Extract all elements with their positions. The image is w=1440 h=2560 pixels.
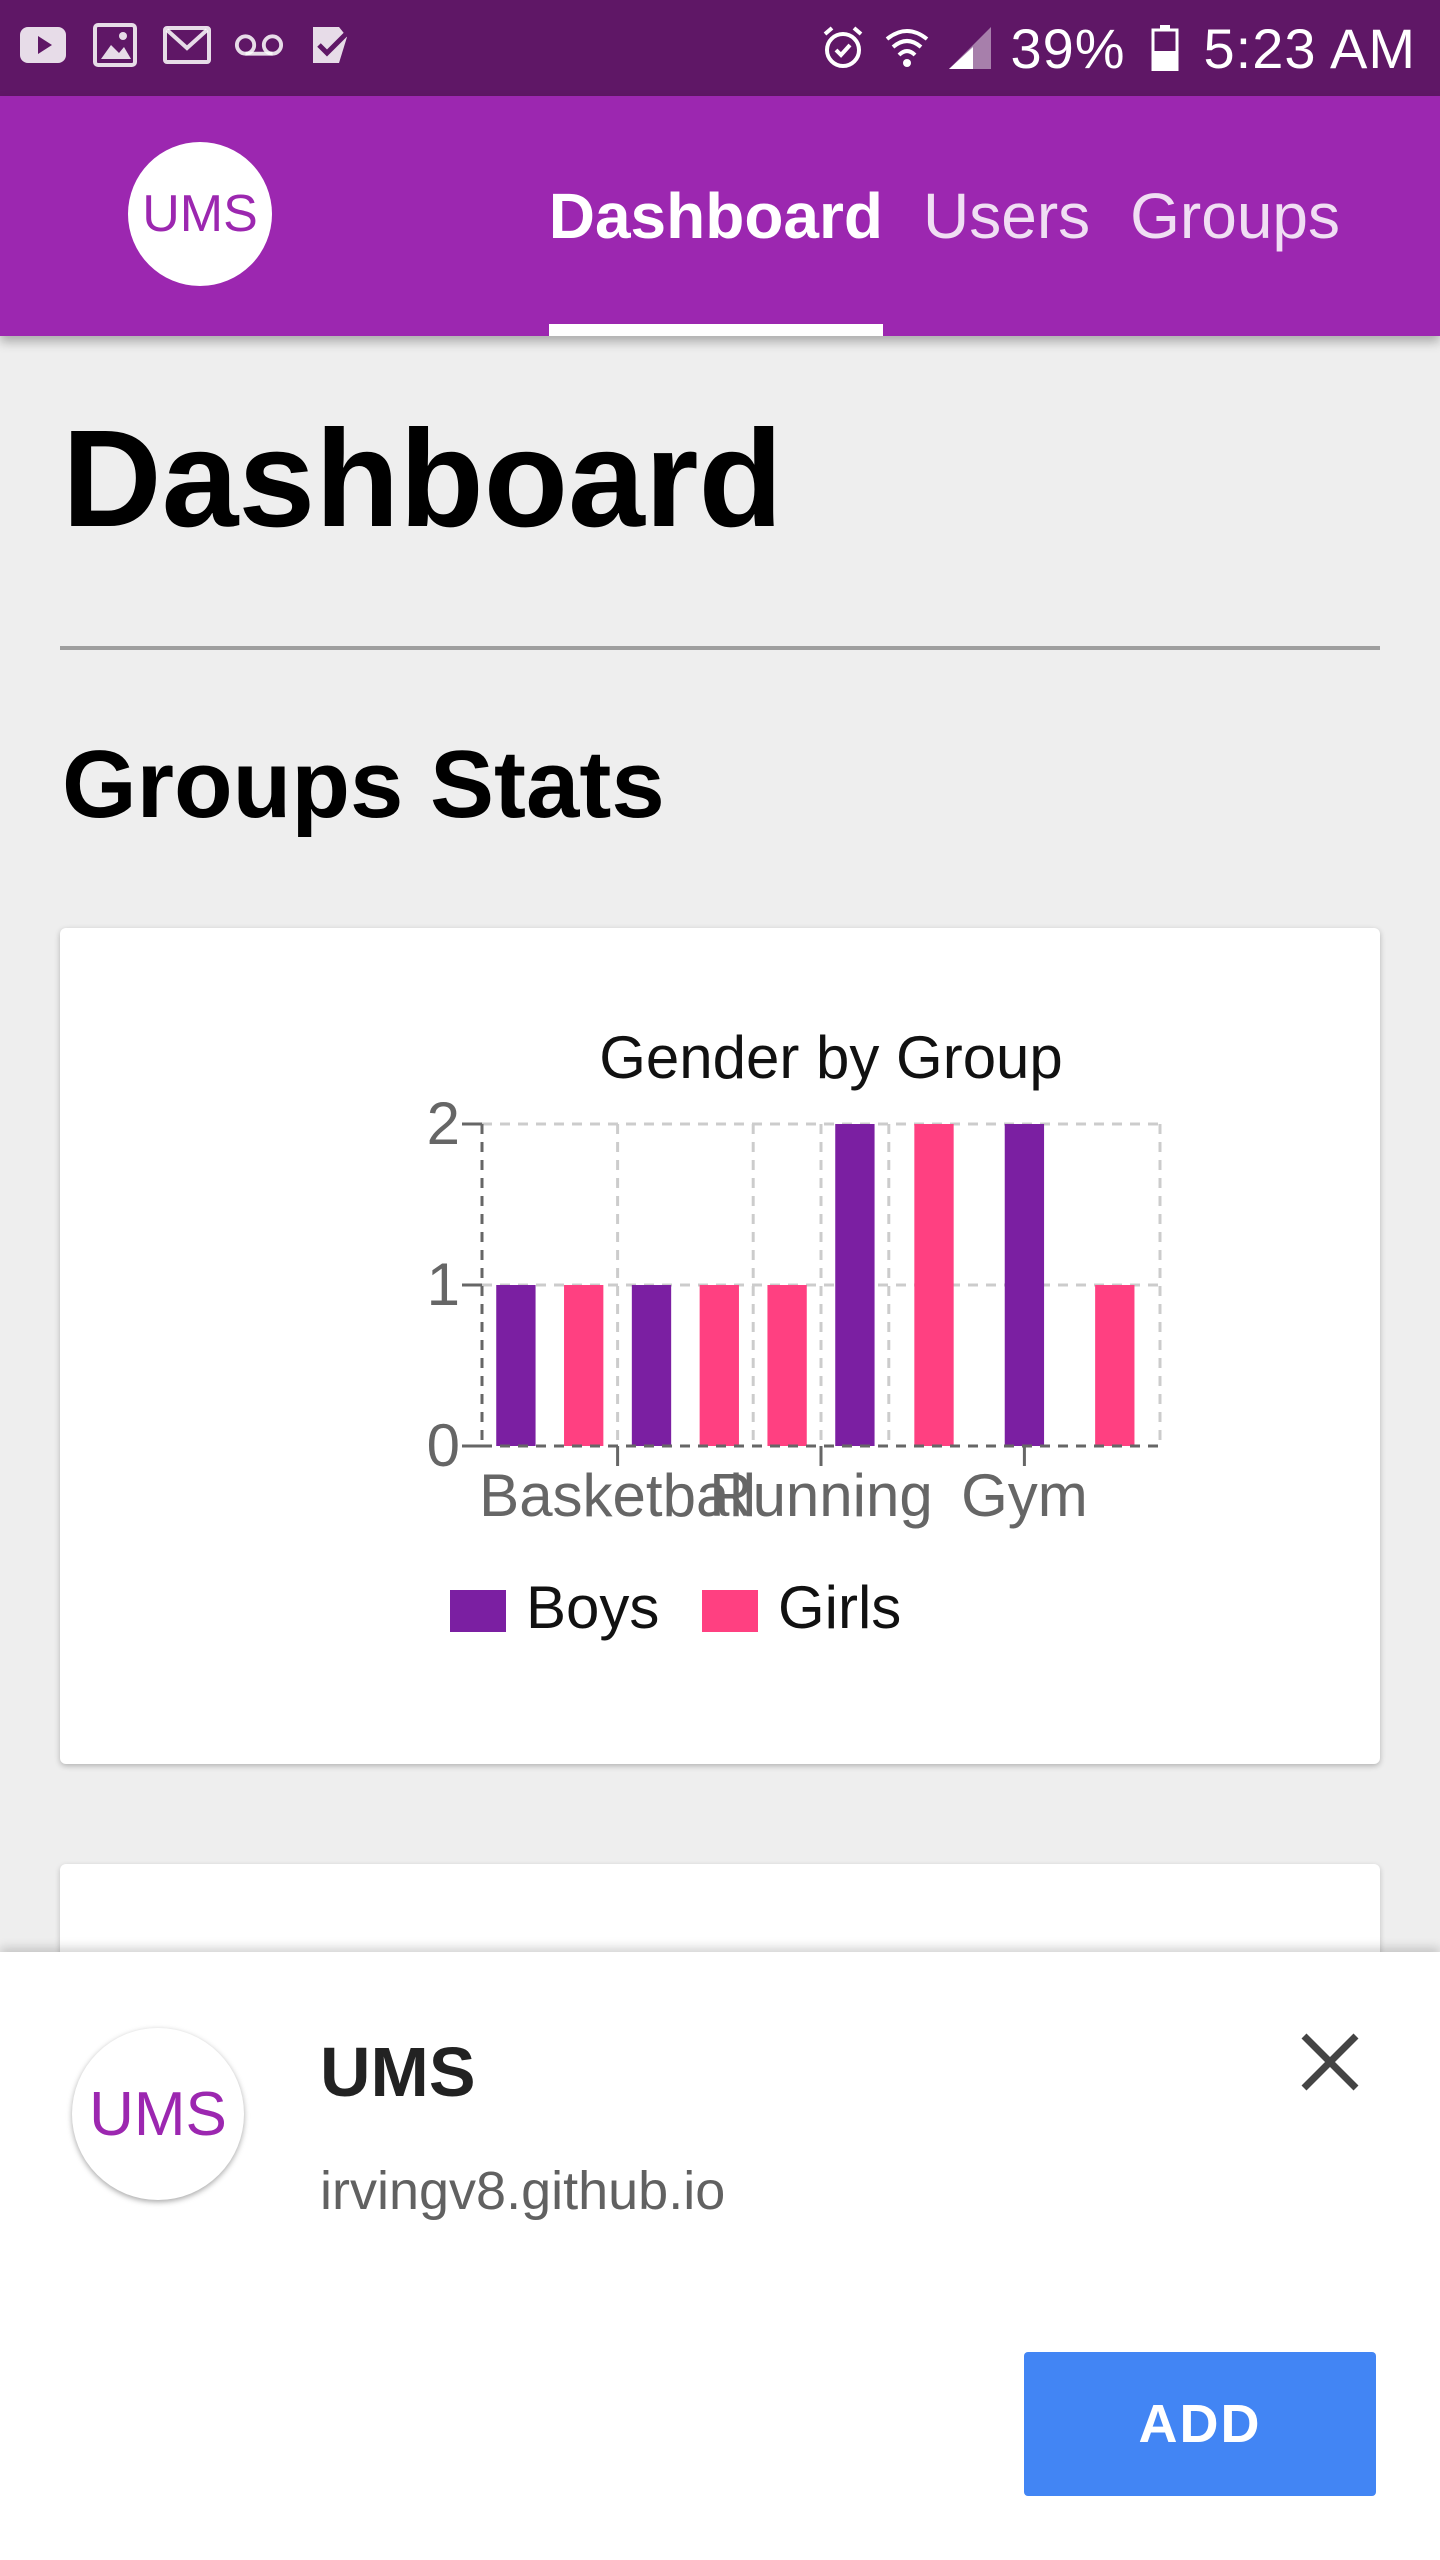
nav-tabs: Dashboard Users Groups bbox=[529, 96, 1360, 336]
notification-icons bbox=[18, 20, 356, 70]
app-bar: UMS Dashboard Users Groups bbox=[0, 96, 1440, 336]
system-status: 39% 5:23 AM bbox=[818, 0, 1416, 96]
bar-boys bbox=[835, 1124, 875, 1446]
status-bar: 39% 5:23 AM bbox=[0, 0, 1440, 96]
bar-girls bbox=[1095, 1285, 1135, 1446]
logo-text: UMS bbox=[142, 185, 258, 243]
x-tick-label: Gym bbox=[961, 1462, 1088, 1529]
close-icon[interactable] bbox=[1290, 2022, 1370, 2102]
alarm-icon bbox=[818, 23, 868, 73]
add-button[interactable]: ADD bbox=[1024, 2352, 1376, 2496]
gmail-icon bbox=[162, 20, 212, 70]
battery-percent: 39% bbox=[1010, 16, 1126, 80]
bar-girls bbox=[914, 1124, 954, 1446]
chart-title: Gender by Group bbox=[599, 1024, 1063, 1091]
banner-app-icon: UMS bbox=[72, 2028, 244, 2200]
bar-boys bbox=[1004, 1124, 1045, 1446]
legend-swatch-girls bbox=[702, 1590, 758, 1632]
task-check-icon bbox=[306, 20, 356, 70]
add-to-home-banner: UMS UMS irvingv8.github.io ADD bbox=[0, 1952, 1440, 2560]
bar-boys bbox=[631, 1285, 672, 1446]
youtube-icon bbox=[18, 20, 68, 70]
y-tick-label: 1 bbox=[427, 1251, 460, 1318]
y-tick-label: 0 bbox=[427, 1412, 460, 1479]
legend-label-girls: Girls bbox=[778, 1574, 901, 1641]
legend-label-boys: Boys bbox=[526, 1574, 659, 1641]
legend-swatch-boys bbox=[450, 1590, 506, 1632]
banner-app-name: UMS bbox=[320, 2033, 476, 2111]
x-tick-label: Basketball bbox=[479, 1462, 756, 1529]
clock: 5:23 AM bbox=[1203, 16, 1416, 80]
image-icon bbox=[90, 20, 140, 70]
section-title: Groups Stats bbox=[62, 731, 665, 838]
bar-girls bbox=[767, 1285, 807, 1446]
page-title: Dashboard bbox=[62, 402, 783, 556]
banner-logo-text: UMS bbox=[89, 2079, 227, 2149]
wifi-icon bbox=[882, 23, 932, 73]
voicemail-icon bbox=[234, 20, 284, 70]
y-tick-label: 2 bbox=[427, 1090, 460, 1157]
banner-app-url: irvingv8.github.io bbox=[320, 2161, 726, 2221]
battery-icon bbox=[1140, 23, 1190, 73]
tab-users[interactable]: Users bbox=[923, 180, 1091, 252]
chart-card: Gender by Group 0 1 2 Basketball Running Gym Bo… bbox=[60, 928, 1380, 1764]
tab-dashboard[interactable]: Dashboard bbox=[529, 96, 903, 336]
bar-girls bbox=[699, 1285, 739, 1446]
tab-groups[interactable]: Groups bbox=[1130, 180, 1340, 252]
bar-boys bbox=[496, 1285, 536, 1446]
x-tick-label: Running bbox=[709, 1462, 933, 1529]
app-logo[interactable]: UMS bbox=[128, 142, 272, 286]
bar-girls bbox=[564, 1285, 604, 1446]
divider bbox=[60, 646, 1380, 650]
signal-icon bbox=[946, 23, 996, 73]
